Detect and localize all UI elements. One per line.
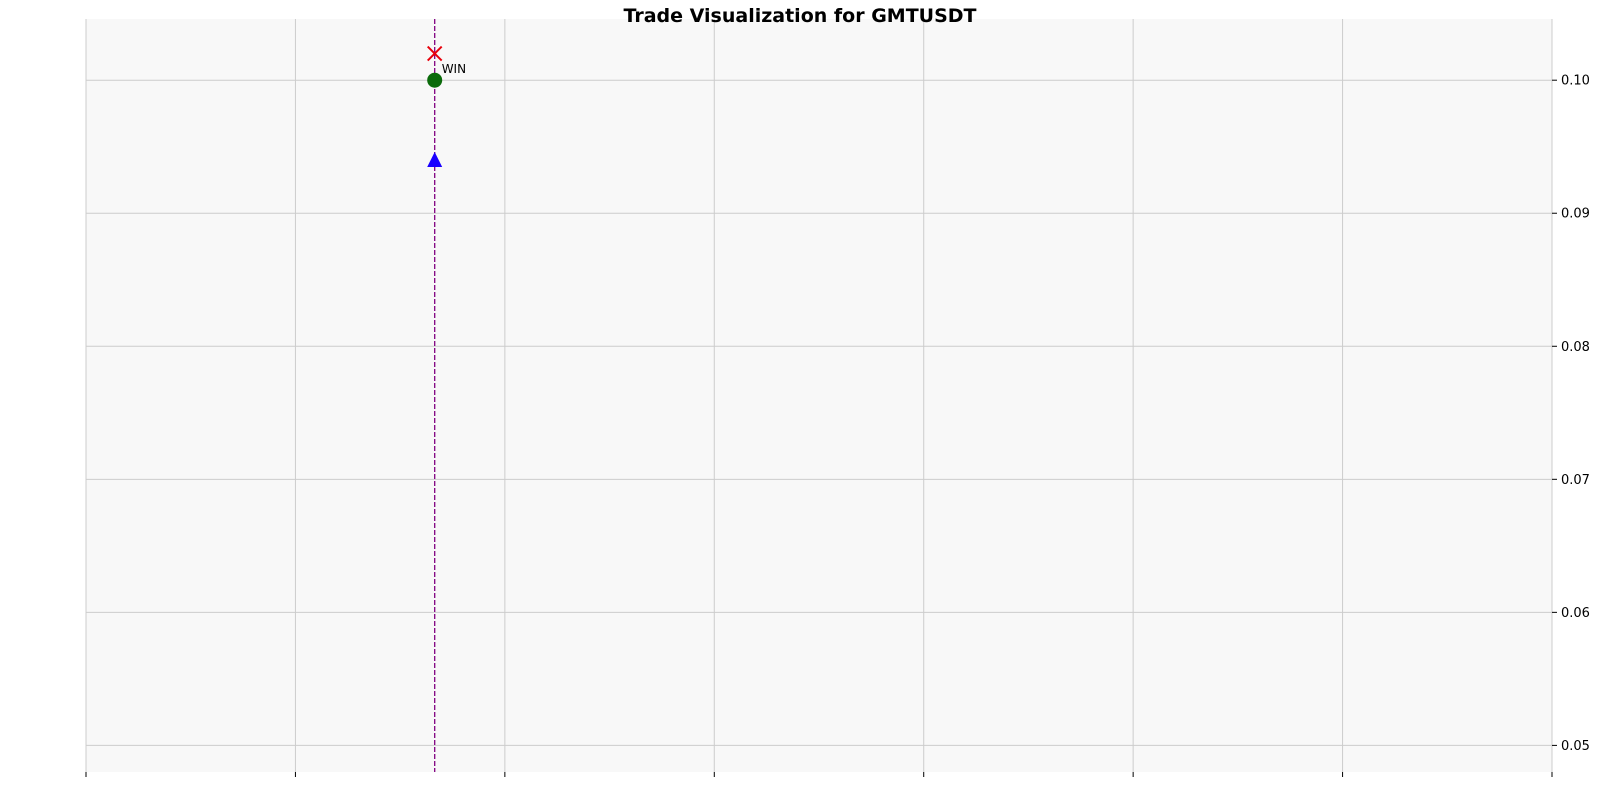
x-axis [85, 772, 1553, 777]
chart-title: Trade Visualization for GMTUSDT [623, 5, 976, 27]
y-tick-label: 0.05 [1561, 739, 1590, 754]
target-x-marker [426, 45, 443, 62]
y-tick-label: 0.08 [1561, 340, 1590, 355]
y-tick-label: 0.06 [1561, 606, 1590, 621]
grid [85, 19, 1553, 772]
entry-triangle-marker [427, 152, 443, 168]
y-axis: 0.05 0.06 0.07 0.08 0.09 0.10 [1552, 74, 1590, 754]
y-tick-label: 0.10 [1561, 74, 1590, 89]
marker-layer [426, 45, 443, 168]
trade-result-label: WIN [442, 62, 466, 76]
annotation-layer: WIN [442, 62, 466, 76]
exit-circle-marker [427, 72, 443, 88]
x-marker-stroke [426, 45, 443, 62]
plot-area [86, 19, 1552, 772]
y-tick-label: 0.09 [1561, 207, 1590, 222]
y-tick-label: 0.07 [1561, 473, 1590, 488]
